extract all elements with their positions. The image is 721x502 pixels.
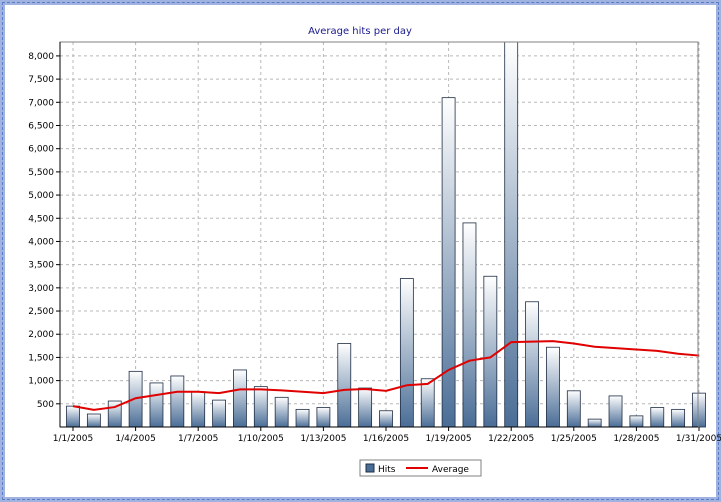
hits-bar <box>212 399 226 428</box>
hits-bar <box>66 405 80 428</box>
y-tick-label: 7,500 <box>28 75 54 85</box>
legend-hits-label: Hits <box>378 465 396 475</box>
hits-bar <box>462 222 477 428</box>
x-tick-label: 1/28/2005 <box>613 434 659 444</box>
y-tick-label: 1,500 <box>28 353 54 363</box>
hits-bar <box>253 386 268 428</box>
y-tick-label: 7,000 <box>28 98 54 108</box>
x-tick-label: 1/25/2005 <box>551 434 597 444</box>
x-tick-label: 1/31/2005 <box>676 434 721 444</box>
hits-bar <box>650 407 665 428</box>
chart-title: Average hits per day <box>308 26 412 37</box>
hits-bar <box>671 408 686 428</box>
average-line-group <box>72 340 700 411</box>
legend-hits-swatch <box>365 463 375 473</box>
hits-bar <box>546 346 560 428</box>
hits-bar <box>608 395 623 428</box>
hits-bar <box>170 375 185 428</box>
y-tick-label: 4,000 <box>28 237 54 247</box>
y-tick-label: 6,500 <box>28 121 54 131</box>
legend-average-label: Average <box>432 465 469 475</box>
y-tick-label: 500 <box>37 400 54 410</box>
hits-bar <box>233 369 247 428</box>
y-tick-label: 2,500 <box>28 307 54 317</box>
hits-bar <box>441 97 456 428</box>
hits-bar <box>399 278 414 428</box>
average-line <box>72 340 700 411</box>
hits-bar <box>316 407 331 428</box>
y-tick-label: 3,000 <box>28 284 54 294</box>
y-tick-label: 3,500 <box>28 261 54 271</box>
y-tick-label: 5,000 <box>28 191 54 201</box>
hits-bar <box>504 41 519 428</box>
y-tick-label: 5,500 <box>28 168 54 178</box>
hits-bar <box>587 418 602 428</box>
hits-bar <box>295 408 310 428</box>
x-tick-label: 1/13/2005 <box>300 434 346 444</box>
x-tick-label: 1/7/2005 <box>178 434 218 444</box>
y-tick-label: 2,000 <box>28 330 54 340</box>
x-tick-label: 1/22/2005 <box>488 434 534 444</box>
hits-bar <box>629 415 644 428</box>
x-tick-label: 1/19/2005 <box>426 434 472 444</box>
hits-bar <box>86 413 101 428</box>
hits-bar <box>149 382 164 428</box>
y-tick-label: 1,000 <box>28 377 54 387</box>
bars <box>66 41 706 428</box>
plot-area-border <box>59 41 699 428</box>
hits-bar <box>566 390 581 428</box>
hits-bar <box>358 387 373 428</box>
grid <box>60 42 700 427</box>
y-tick-label: 4,500 <box>28 214 54 224</box>
hits-bar <box>525 301 539 428</box>
hits-bar <box>692 392 706 428</box>
y-tick-label: 8,000 <box>28 52 54 62</box>
hits-bar <box>483 275 498 428</box>
y-tick-label: 6,000 <box>28 145 54 155</box>
hits-bar <box>379 410 393 428</box>
x-tick-label: 1/1/2005 <box>53 434 93 444</box>
hits-bar <box>337 343 352 428</box>
legend: Hits Average <box>359 459 482 477</box>
x-tick-label: 1/4/2005 <box>115 434 155 444</box>
hits-bar <box>191 391 206 428</box>
x-tick-label: 1/16/2005 <box>363 434 409 444</box>
hits-bar <box>274 396 289 428</box>
x-tick-label: 1/10/2005 <box>238 434 284 444</box>
axes: 500 1,000 1,500 2,000 2,500 3,000 3,500 4,000 4,… <box>28 41 721 444</box>
hits-bar <box>420 378 435 428</box>
